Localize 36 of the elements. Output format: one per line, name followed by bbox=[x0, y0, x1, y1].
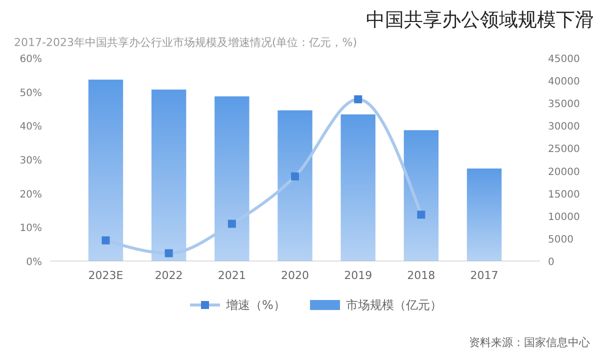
y2-tick-label: 0 bbox=[548, 257, 554, 268]
x-tick-label: 2023E bbox=[88, 269, 124, 282]
bar bbox=[88, 80, 124, 261]
y-tick-label: 10% bbox=[20, 223, 42, 234]
text: 资料来源：国家信息中心 bbox=[469, 336, 590, 349]
y2-tick-label: 45000 bbox=[548, 54, 580, 65]
y2-tick-label: 10000 bbox=[548, 212, 580, 223]
legend-label: 市场规模（亿元） bbox=[346, 298, 442, 312]
y-tick-label: 0% bbox=[26, 257, 42, 268]
chart-subtitle: 2017-2023年中国共享办公行业市场规模及增速情况(单位：亿元，%) bbox=[14, 36, 357, 49]
y-tick-label: 40% bbox=[20, 122, 42, 133]
y-tick-label: 50% bbox=[20, 88, 42, 99]
x-tick-label: 2020 bbox=[281, 269, 309, 282]
bar bbox=[151, 90, 186, 261]
y2-tick-label: 30000 bbox=[548, 122, 580, 133]
y2-tick-label: 40000 bbox=[548, 76, 580, 88]
x-tick-label: 2017 bbox=[470, 269, 498, 282]
x-tick-label: 2021 bbox=[218, 269, 246, 282]
y2-tick-label: 35000 bbox=[548, 99, 580, 110]
y-tick-label: 60% bbox=[20, 54, 42, 65]
bar bbox=[404, 130, 439, 261]
bar bbox=[340, 114, 376, 261]
y2-tick-label: 25000 bbox=[548, 144, 580, 156]
y-tick-label: 20% bbox=[20, 189, 42, 200]
bar bbox=[278, 110, 312, 261]
y2-tick-label: 15000 bbox=[548, 189, 580, 200]
x-tick-label: 2022 bbox=[154, 269, 183, 282]
y-tick-label: 30% bbox=[20, 156, 42, 166]
x-tick-label: 2018 bbox=[407, 269, 436, 282]
y2-tick-label: 20000 bbox=[548, 166, 580, 178]
bar bbox=[466, 168, 502, 261]
bar bbox=[214, 96, 250, 261]
x-tick-label: 2019 bbox=[344, 269, 372, 282]
y2-tick-label: 5000 bbox=[548, 234, 574, 246]
legend-label: 增速（%） bbox=[225, 298, 286, 312]
chart-title: 中国共享办公领域规模下滑 bbox=[366, 9, 594, 31]
